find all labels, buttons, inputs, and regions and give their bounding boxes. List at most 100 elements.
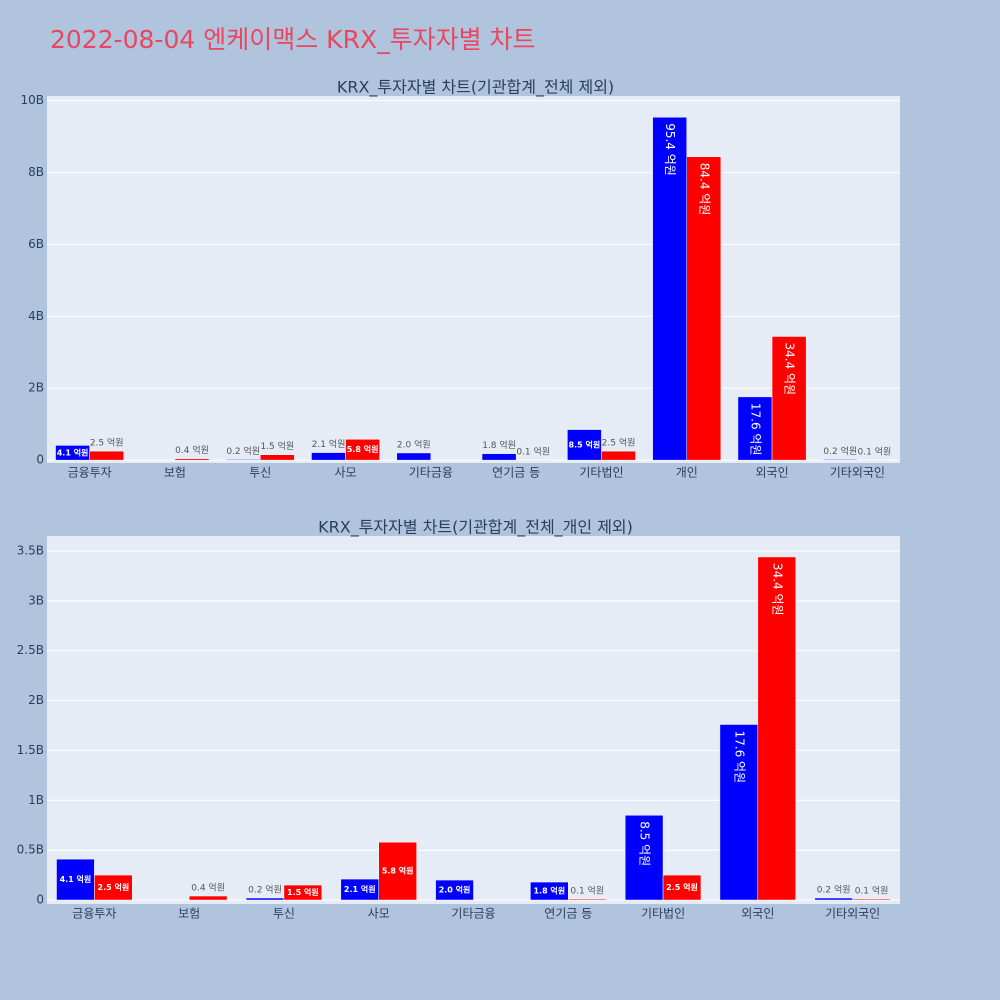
bar [435, 879, 474, 901]
bar [568, 898, 607, 901]
x-tick-label: 보험 [164, 466, 186, 480]
data-label: 0.2 억원 [248, 884, 282, 896]
x-tick-label: 연기금 등 [544, 907, 592, 921]
data-label: 2.0 억원 [397, 438, 431, 450]
y-tick-label: 2.5B [17, 643, 44, 657]
data-label: 4.1 억원 [57, 447, 89, 457]
bar [260, 454, 295, 461]
y-tick-label: 0 [36, 893, 44, 907]
bar [771, 336, 807, 461]
bar [624, 814, 664, 901]
data-label: 95.4 억원 [663, 123, 677, 176]
data-label: 1.8 억원 [482, 439, 516, 451]
x-tick-label: 사모 [335, 466, 357, 480]
data-label: 34.4 억원 [783, 342, 797, 395]
chart-title: KRX_투자자별 차트(기관합계_전체_개인 제외) [318, 518, 633, 538]
data-label: 2.0 억원 [439, 885, 471, 895]
y-tick-label: 3B [28, 593, 44, 607]
x-tick-label: 외국인 [741, 907, 774, 921]
bar [89, 450, 125, 461]
data-label: 0.2 억원 [823, 445, 857, 457]
data-label: 8.5 억원 [569, 439, 601, 449]
bar [188, 895, 228, 901]
data-label: 0.1 억원 [570, 885, 604, 897]
x-tick-label: 보험 [178, 907, 200, 921]
bar [814, 897, 853, 901]
data-label: 8.5 억원 [638, 821, 652, 866]
y-tick-label: 4B [28, 309, 44, 323]
data-label: 0.4 억원 [175, 444, 209, 456]
chart-title: KRX_투자자별 차트(기관합계_전체 제외) [337, 78, 614, 98]
data-label: 4.1 억원 [60, 874, 92, 884]
data-label: 0.1 억원 [858, 445, 892, 457]
data-label: 0.2 억원 [817, 884, 851, 896]
data-label: 2.5 억원 [90, 437, 124, 449]
data-label: 0.1 억원 [855, 885, 889, 897]
bar [737, 396, 773, 461]
page-title: 2022-08-04 엔케이맥스 KRX_투자자별 차트 [50, 25, 536, 54]
bar [174, 458, 210, 461]
x-tick-label: 기타금융 [451, 907, 495, 921]
bar [757, 556, 796, 901]
data-label: 17.6 억원 [732, 730, 746, 783]
bar [345, 439, 380, 461]
bar [94, 874, 133, 901]
x-tick-label: 금융투자 [68, 466, 112, 480]
data-label: 17.6 억원 [748, 403, 762, 456]
x-tick-label: 기타법인 [641, 907, 685, 921]
bar [719, 724, 759, 901]
bar [225, 459, 261, 461]
x-tick-label: 기타금융 [409, 466, 453, 480]
data-label: 1.8 억원 [533, 886, 565, 896]
data-label: 2.1 억원 [344, 884, 376, 894]
x-tick-label: 기타외국인 [830, 466, 885, 480]
data-label: 1.5 억원 [287, 887, 319, 897]
y-tick-label: 1.5B [17, 743, 44, 757]
x-tick-label: 사모 [368, 907, 390, 921]
y-tick-label: 0.5B [17, 843, 44, 857]
x-tick-label: 개인 [676, 466, 698, 480]
data-label: 2.5 억원 [666, 882, 698, 892]
y-tick-label: 8B [28, 165, 44, 179]
data-label: 5.8 억원 [382, 866, 414, 876]
x-tick-label: 투신 [273, 907, 295, 921]
bar [56, 858, 95, 901]
bar [530, 881, 569, 901]
data-label: 2.5 억원 [602, 437, 636, 449]
data-label: 0.2 억원 [226, 445, 260, 457]
bar [311, 452, 346, 461]
y-tick-label: 6B [28, 237, 44, 251]
x-tick-label: 투신 [249, 466, 271, 480]
data-label: 0.1 억원 [516, 445, 550, 457]
bar [852, 898, 891, 901]
data-label: 2.1 억원 [312, 438, 346, 450]
bar [822, 459, 858, 461]
y-tick-label: 10B [20, 93, 44, 107]
data-label: 1.5 억원 [260, 440, 294, 452]
bar [481, 453, 517, 461]
bar [662, 874, 702, 901]
bar [283, 884, 323, 901]
bar [396, 452, 432, 461]
x-tick-label: 기타법인 [579, 466, 623, 480]
x-tick-label: 금융투자 [72, 907, 116, 921]
bar [378, 841, 417, 901]
y-tick-label: 2B [28, 381, 44, 395]
y-tick-label: 2B [28, 693, 44, 707]
bar [686, 156, 722, 461]
data-label: 2.5 억원 [98, 882, 130, 892]
y-tick-label: 0 [36, 453, 44, 467]
x-tick-label: 연기금 등 [492, 466, 540, 480]
y-tick-label: 1B [28, 793, 44, 807]
bar [601, 450, 636, 461]
x-tick-label: 외국인 [755, 466, 788, 480]
data-label: 0.4 억원 [191, 882, 225, 894]
x-tick-label: 기타외국인 [825, 907, 880, 921]
bar [245, 897, 285, 901]
data-label: 84.4 억원 [697, 163, 711, 216]
bar [567, 429, 602, 461]
data-label: 34.4 억원 [770, 563, 784, 616]
y-tick-label: 3.5B [17, 543, 44, 557]
data-label: 5.8 억원 [347, 444, 379, 454]
